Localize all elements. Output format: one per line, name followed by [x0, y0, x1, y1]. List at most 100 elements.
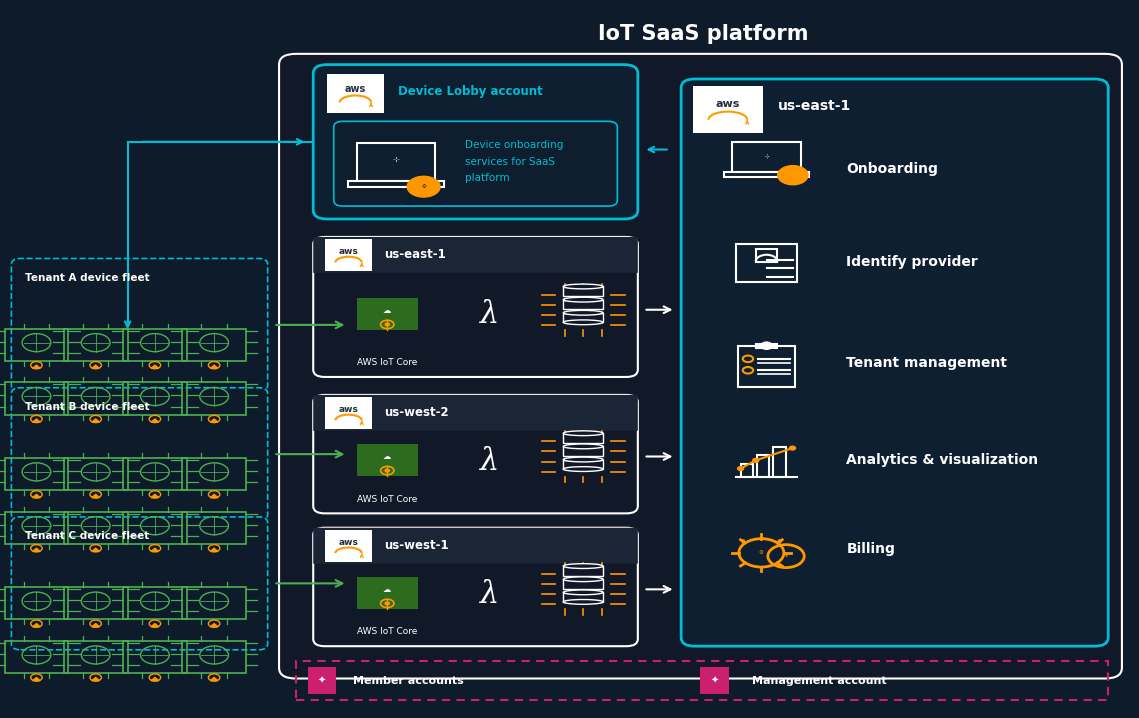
Text: us-east-1: us-east-1 [778, 99, 851, 113]
Polygon shape [211, 419, 218, 422]
Bar [724, 172, 809, 177]
Bar [757, 455, 769, 477]
FancyBboxPatch shape [313, 237, 638, 377]
Text: us-west-2: us-west-2 [384, 406, 449, 419]
Circle shape [385, 323, 390, 326]
Text: aws: aws [338, 247, 359, 256]
FancyBboxPatch shape [681, 79, 1108, 646]
Polygon shape [33, 419, 40, 422]
Ellipse shape [563, 444, 604, 449]
Bar [325, 530, 372, 562]
Bar [64, 329, 128, 360]
Polygon shape [92, 495, 99, 498]
Ellipse shape [563, 467, 604, 472]
Bar [327, 74, 384, 113]
Bar [357, 577, 418, 609]
Polygon shape [211, 678, 218, 681]
Bar [296, 661, 1108, 700]
Bar [563, 433, 604, 443]
Polygon shape [92, 365, 99, 368]
Bar [5, 587, 68, 619]
Bar [325, 239, 372, 271]
Text: aws: aws [715, 99, 740, 109]
Bar [123, 458, 187, 490]
Bar [563, 286, 604, 296]
Circle shape [385, 470, 390, 472]
Text: Billing: Billing [846, 542, 895, 556]
Bar [64, 512, 128, 544]
Bar [740, 464, 753, 477]
Polygon shape [92, 419, 99, 422]
Bar [756, 343, 778, 348]
Bar [123, 512, 187, 544]
Text: $: $ [785, 554, 787, 558]
FancyBboxPatch shape [313, 528, 638, 564]
Text: λ: λ [480, 299, 500, 330]
FancyBboxPatch shape [313, 395, 638, 431]
Ellipse shape [563, 310, 604, 315]
Text: Tenant management: Tenant management [846, 355, 1007, 370]
Bar [182, 383, 246, 414]
Text: Analytics & visualization: Analytics & visualization [846, 452, 1039, 467]
FancyBboxPatch shape [279, 54, 1122, 679]
Text: platform: platform [465, 173, 509, 183]
Polygon shape [92, 624, 99, 627]
Text: aws: aws [338, 538, 359, 546]
Bar [123, 587, 187, 619]
Bar [182, 329, 246, 360]
Circle shape [778, 166, 808, 185]
Circle shape [738, 467, 744, 470]
Text: ✦: ✦ [318, 676, 326, 686]
Polygon shape [33, 365, 40, 368]
Polygon shape [151, 678, 158, 681]
Text: AWS IoT Core: AWS IoT Core [357, 495, 418, 503]
Text: IoT SaaS platform: IoT SaaS platform [598, 24, 808, 45]
Bar [357, 444, 418, 476]
Circle shape [789, 446, 795, 450]
Polygon shape [33, 624, 40, 627]
Bar [64, 383, 128, 414]
Polygon shape [92, 549, 99, 551]
Text: Management account: Management account [752, 676, 886, 686]
FancyBboxPatch shape [313, 528, 638, 646]
Text: ☁: ☁ [383, 452, 392, 461]
Text: AWS IoT Core: AWS IoT Core [357, 628, 418, 636]
Bar [358, 143, 435, 181]
Text: aws: aws [345, 84, 366, 94]
Bar [563, 460, 604, 469]
Circle shape [385, 602, 390, 605]
Circle shape [753, 459, 759, 462]
Bar [693, 86, 763, 133]
Polygon shape [211, 624, 218, 627]
Bar [563, 299, 604, 309]
Text: ⊹: ⊹ [393, 155, 400, 164]
Bar [308, 667, 336, 694]
Bar [773, 447, 786, 477]
Bar [357, 298, 418, 330]
Bar [732, 142, 801, 172]
Polygon shape [151, 495, 158, 498]
Polygon shape [211, 365, 218, 368]
Polygon shape [33, 549, 40, 551]
Ellipse shape [563, 577, 604, 582]
Text: services for SaaS: services for SaaS [465, 157, 555, 167]
Ellipse shape [563, 297, 604, 302]
Text: us-west-1: us-west-1 [384, 539, 449, 552]
FancyBboxPatch shape [313, 237, 638, 273]
Bar [182, 641, 246, 673]
Ellipse shape [563, 600, 604, 605]
Text: ✦: ✦ [711, 676, 719, 686]
Text: Device onboarding: Device onboarding [465, 140, 563, 150]
FancyBboxPatch shape [313, 65, 638, 219]
Bar [182, 512, 246, 544]
FancyBboxPatch shape [11, 517, 268, 650]
Polygon shape [211, 495, 218, 498]
Bar [123, 641, 187, 673]
Ellipse shape [563, 284, 604, 289]
Polygon shape [211, 549, 218, 551]
Text: us-east-1: us-east-1 [384, 248, 445, 261]
Text: Tenant B device fleet: Tenant B device fleet [25, 402, 149, 412]
Polygon shape [33, 678, 40, 681]
Bar [349, 181, 444, 187]
Polygon shape [151, 624, 158, 627]
